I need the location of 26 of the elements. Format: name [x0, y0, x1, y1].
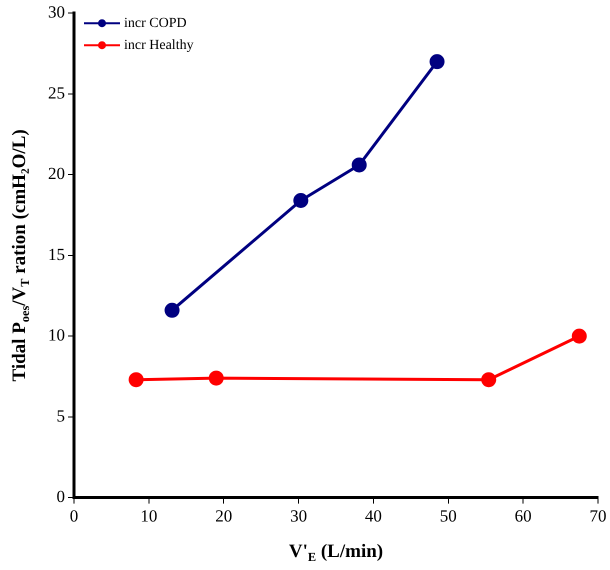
- y-tick-label: 5: [56, 406, 65, 426]
- y-tick-label: 10: [48, 326, 65, 345]
- legend-label: incr COPD: [124, 16, 187, 31]
- y-axis-title: Tidal Poes/VT ration (cmH₂O/L): [8, 129, 32, 382]
- point: [128, 372, 144, 388]
- y-tick-label: 15: [48, 244, 65, 264]
- y-tick-label: 30: [48, 2, 65, 22]
- point: [164, 302, 180, 318]
- point: [572, 328, 587, 344]
- point: [430, 54, 445, 70]
- point: [293, 193, 308, 208]
- legend-label: incr Healthy: [124, 38, 194, 53]
- x-tick-label: 20: [215, 506, 232, 526]
- y-tick-label: 20: [48, 164, 65, 184]
- y-tick-label: 25: [48, 83, 65, 102]
- point: [481, 372, 496, 388]
- x-tick-label: 10: [140, 506, 158, 526]
- point: [208, 370, 224, 386]
- y-tick-label: 0: [56, 487, 65, 506]
- x-tick-label: 50: [440, 506, 457, 526]
- x-tick-label: 70: [590, 506, 606, 526]
- x-tick-label: 40: [364, 506, 382, 526]
- x-tick-label: 30: [290, 506, 308, 526]
- x-tick-label: 0: [70, 506, 78, 526]
- point: [352, 157, 367, 172]
- x-tick-label: 60: [514, 506, 532, 526]
